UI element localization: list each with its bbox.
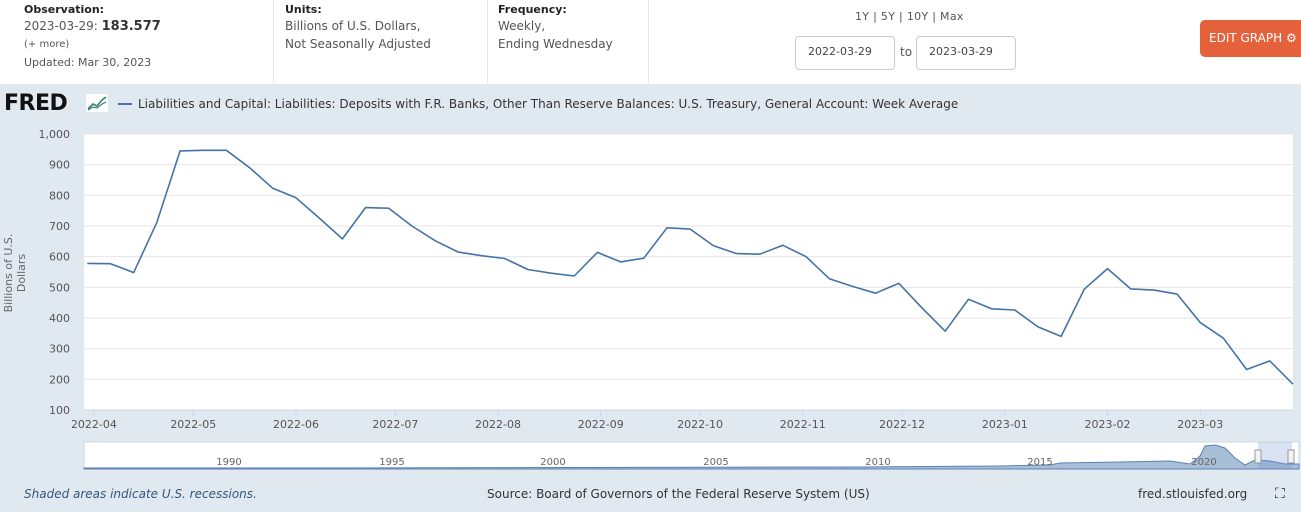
observation-panel: Observation: 2023-03-29: 183.577 (+ more…	[0, 0, 273, 83]
x-tick-label: 2022-08	[475, 418, 521, 431]
navigator-year-label: 1995	[379, 457, 404, 468]
frequency-panel: Frequency: Weekly, Ending Wednesday	[487, 0, 648, 83]
x-tick-label: 2022-06	[273, 418, 319, 431]
chart-panel: FRED Liabilities and Capital: Liabilitie…	[0, 84, 1301, 512]
navigator-year-label: 2010	[865, 457, 890, 468]
navigator-year-label: 1990	[216, 457, 241, 468]
navigator-selection	[1258, 442, 1292, 469]
recession-note: Shaded areas indicate U.S. recessions.	[24, 487, 257, 501]
date-separator: to	[900, 45, 913, 59]
site-link[interactable]: fred.stlouisfed.org	[1138, 487, 1248, 501]
updated-date: Updated: Mar 30, 2023	[24, 56, 152, 69]
y-tick-label: 300	[49, 343, 70, 356]
edit-graph-label: EDIT GRAPH	[1209, 31, 1283, 45]
legend-swatch	[118, 102, 132, 105]
navigator-year-label: 2005	[703, 457, 728, 468]
observation-heading: Observation:	[24, 3, 105, 16]
series-legend: Liabilities and Capital: Liabilities: De…	[118, 97, 958, 111]
navigator-year-label: 2000	[540, 457, 565, 468]
y-tick-label: 600	[49, 251, 70, 264]
x-tick-label: 2022-12	[879, 418, 925, 431]
observation-line: 2023-03-29: 183.577	[24, 17, 273, 36]
navigator-year-label: 2015	[1027, 457, 1052, 468]
source-note: Source: Board of Governors of the Federa…	[487, 487, 870, 501]
more-link[interactable]: (+ more)	[24, 39, 70, 50]
units-line-2: Not Seasonally Adjusted	[285, 37, 431, 51]
series-line	[87, 149, 1294, 385]
frequency-line-2: Ending Wednesday	[498, 37, 613, 51]
navigator-series	[83, 444, 1300, 470]
fred-logo-icon	[86, 94, 108, 112]
navigator-year-label: 2020	[1191, 457, 1216, 468]
date-from-input[interactable]: 2022-03-29	[795, 36, 895, 70]
units-heading: Units:	[285, 3, 322, 16]
y-tick-label: 500	[49, 281, 70, 294]
y-tick-label: 700	[49, 220, 70, 233]
units-line-1: Billions of U.S. Dollars,	[285, 19, 421, 33]
x-tick-label: 2023-02	[1085, 418, 1131, 431]
x-tick-label: 2023-01	[982, 418, 1028, 431]
gear-icon: ⚙	[1285, 31, 1297, 45]
units-panel: Units: Billions of U.S. Dollars, Not Sea…	[273, 0, 487, 83]
x-tick-label: 2022-09	[578, 418, 624, 431]
navigator-handle-left	[1254, 449, 1262, 464]
y-tick-label: 400	[49, 312, 70, 325]
x-tick-label: 2022-07	[372, 418, 418, 431]
fullscreen-icon[interactable]: ⛶	[1275, 486, 1285, 502]
range-links[interactable]: 1Y | 5Y | 10Y | Max	[855, 10, 964, 23]
x-tick-label: 2023-03	[1177, 418, 1223, 431]
x-tick-label: 2022-04	[71, 418, 117, 431]
fred-logo: FRED	[4, 91, 68, 116]
y-tick-label: 200	[49, 373, 70, 386]
observation-value: 183.577	[101, 19, 161, 34]
date-to-input[interactable]: 2023-03-29	[916, 36, 1016, 70]
legend-label: Liabilities and Capital: Liabilities: De…	[138, 97, 959, 111]
observation-date: 2023-03-29:	[24, 19, 98, 33]
y-tick-label: 900	[49, 159, 70, 172]
y-tick-label: 800	[49, 189, 70, 202]
x-tick-label: 2022-05	[170, 418, 216, 431]
plot-area	[84, 134, 1293, 410]
navigator-area	[83, 441, 1300, 470]
frequency-line-1: Weekly,	[498, 19, 546, 33]
frequency-heading: Frequency:	[498, 3, 567, 16]
x-tick-label: 2022-11	[780, 418, 826, 431]
line-chart[interactable]: 100 200 300 400 500 600 700 800 900 1,000 2022-04 2…	[0, 84, 1301, 512]
y-tick-label: 1,000	[39, 128, 71, 141]
x-tick-label: 2022-10	[677, 418, 723, 431]
navigator-handle-right	[1287, 449, 1295, 464]
edit-graph-button[interactable]: EDIT GRAPH ⚙	[1200, 20, 1301, 57]
y-tick-label: 100	[49, 404, 70, 417]
